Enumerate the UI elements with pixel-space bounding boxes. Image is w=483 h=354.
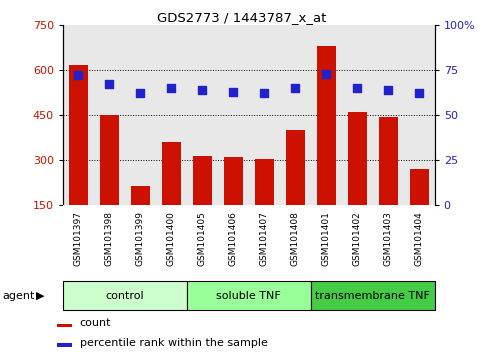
Bar	[255, 159, 273, 205]
Bar	[286, 130, 304, 205]
Bar	[57, 324, 72, 327]
Bar	[57, 343, 72, 347]
Point	[168, 85, 175, 91]
Bar	[311, 281, 435, 310]
Bar	[379, 116, 398, 205]
Bar	[162, 142, 181, 205]
Bar	[131, 186, 150, 205]
Bar	[69, 65, 87, 205]
Bar	[63, 281, 187, 310]
Text: GSM101402: GSM101402	[353, 211, 362, 266]
Text: count: count	[80, 318, 112, 328]
Point	[105, 81, 113, 87]
Point	[136, 91, 144, 96]
Text: GDS2773 / 1443787_x_at: GDS2773 / 1443787_x_at	[157, 11, 326, 24]
Bar	[410, 169, 428, 205]
Text: ▶: ▶	[36, 291, 45, 301]
Bar	[193, 156, 212, 205]
Text: agent: agent	[2, 291, 35, 301]
Bar	[348, 112, 367, 205]
Point	[74, 73, 82, 78]
Text: GSM101397: GSM101397	[74, 211, 83, 266]
Point	[415, 91, 423, 96]
Point	[260, 91, 268, 96]
Bar	[317, 46, 336, 205]
Text: GSM101399: GSM101399	[136, 211, 145, 266]
Bar	[100, 115, 118, 205]
Text: GSM101407: GSM101407	[260, 211, 269, 266]
Text: transmembrane TNF: transmembrane TNF	[315, 291, 430, 301]
Text: GSM101405: GSM101405	[198, 211, 207, 266]
Bar	[224, 157, 242, 205]
Text: GSM101400: GSM101400	[167, 211, 176, 266]
Text: GSM101404: GSM101404	[415, 211, 424, 266]
Text: GSM101408: GSM101408	[291, 211, 300, 266]
Text: GSM101401: GSM101401	[322, 211, 331, 266]
Text: control: control	[105, 291, 144, 301]
Text: soluble TNF: soluble TNF	[216, 291, 281, 301]
Point	[322, 71, 330, 76]
Text: GSM101398: GSM101398	[105, 211, 114, 266]
Point	[199, 87, 206, 93]
Text: percentile rank within the sample: percentile rank within the sample	[80, 338, 268, 348]
Bar	[187, 281, 311, 310]
Point	[384, 87, 392, 93]
Text: GSM101403: GSM101403	[384, 211, 393, 266]
Point	[354, 85, 361, 91]
Point	[291, 85, 299, 91]
Point	[229, 89, 237, 95]
Text: GSM101406: GSM101406	[229, 211, 238, 266]
